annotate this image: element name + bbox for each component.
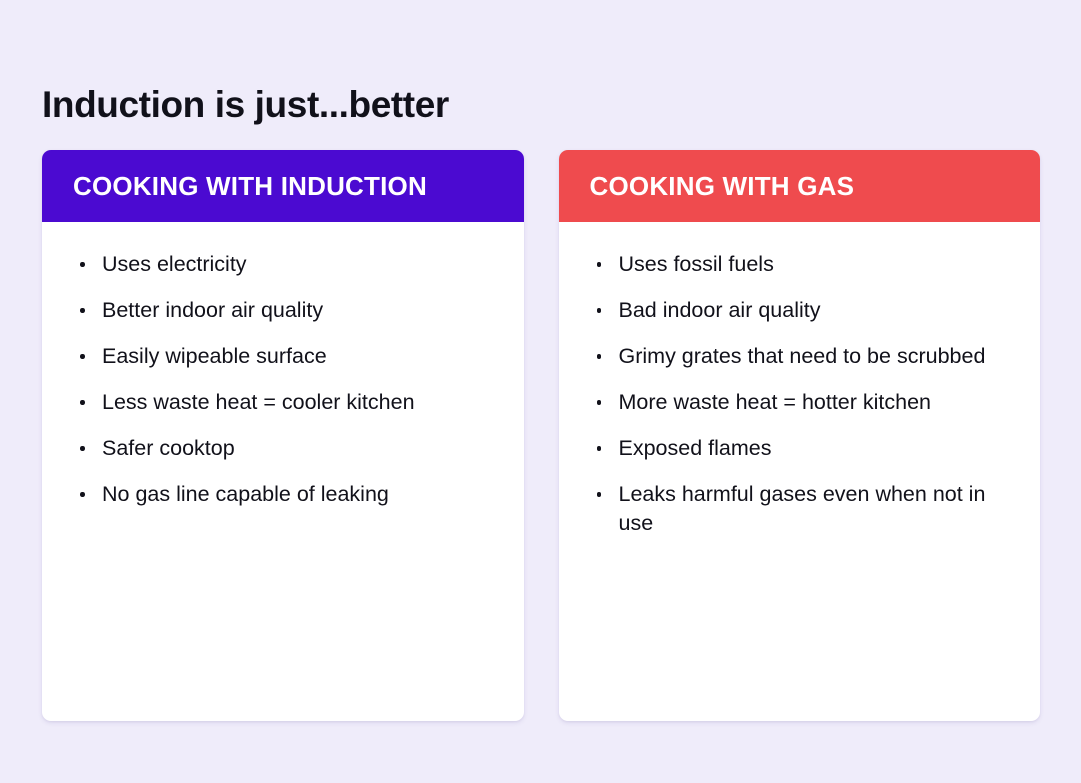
list-item-label: No gas line capable of leaking: [102, 482, 389, 507]
bullet-dot-icon: [80, 446, 85, 451]
list-item: More waste heat = hotter kitchen: [589, 388, 1011, 417]
bullet-dot-icon: [596, 446, 601, 451]
list-item-label: Better indoor air quality: [102, 298, 324, 323]
bullet-list-gas: Uses fossil fuels Bad indoor air quality…: [589, 250, 1011, 538]
list-item-label: Grimy grates that need to be scrubbed: [618, 344, 986, 369]
list-item-label: Uses fossil fuels: [618, 252, 774, 276]
card-header-induction: COOKING WITH INDUCTION: [42, 150, 524, 222]
bullet-dot-icon: [80, 308, 85, 313]
bullet-dot-icon: [80, 354, 85, 359]
list-item-label: Easily wipeable surface: [102, 344, 327, 369]
list-item: Leaks harmful gases even when not in use: [589, 480, 1011, 538]
list-item: Less waste heat = cooler kitchen: [72, 388, 494, 417]
card-induction: COOKING WITH INDUCTION Uses electricity …: [42, 150, 524, 721]
list-item-label: Exposed flames: [618, 436, 772, 461]
card-header-title-induction: COOKING WITH INDUCTION: [73, 171, 427, 201]
list-item: Better indoor air quality: [72, 296, 494, 325]
bullet-dot-icon: [596, 400, 601, 405]
bullet-dot-icon: [80, 400, 85, 405]
list-item-label: Bad indoor air quality: [618, 298, 821, 323]
list-item: Safer cooktop: [72, 434, 494, 463]
card-body-induction: Uses electricity Better indoor air quali…: [42, 222, 524, 721]
page-title: Induction is just...better: [42, 83, 449, 125]
bullet-list-induction: Uses electricity Better indoor air quali…: [72, 250, 494, 509]
bullet-dot-icon: [80, 492, 85, 497]
list-item: No gas line capable of leaking: [72, 480, 494, 509]
list-item: Grimy grates that need to be scrubbed: [589, 342, 1011, 371]
list-item: Uses fossil fuels: [589, 250, 1011, 279]
card-header-gas: COOKING WITH GAS: [558, 150, 1040, 222]
card-gas: COOKING WITH GAS Uses fossil fuels Bad i…: [558, 150, 1041, 721]
bullet-dot-icon: [596, 492, 601, 497]
bullet-dot-icon: [596, 308, 601, 313]
list-item: Uses electricity: [72, 250, 494, 279]
bullet-dot-icon: [596, 262, 601, 267]
list-item: Exposed flames: [589, 434, 1011, 463]
comparison-columns: COOKING WITH INDUCTION Uses electricity …: [42, 150, 1040, 721]
list-item: Easily wipeable surface: [72, 342, 494, 371]
card-header-title-gas: COOKING WITH GAS: [589, 171, 855, 201]
list-item-label: More waste heat = hotter kitchen: [618, 390, 932, 415]
list-item-label: Leaks harmful gases even when not in use: [618, 482, 986, 536]
card-body-gas: Uses fossil fuels Bad indoor air quality…: [559, 222, 1041, 721]
bullet-dot-icon: [596, 354, 601, 359]
list-item-label: Less waste heat = cooler kitchen: [102, 390, 415, 415]
bullet-dot-icon: [80, 262, 85, 267]
list-item-label: Uses electricity: [102, 252, 247, 276]
list-item: Bad indoor air quality: [589, 296, 1011, 325]
list-item-label: Safer cooktop: [102, 436, 235, 461]
